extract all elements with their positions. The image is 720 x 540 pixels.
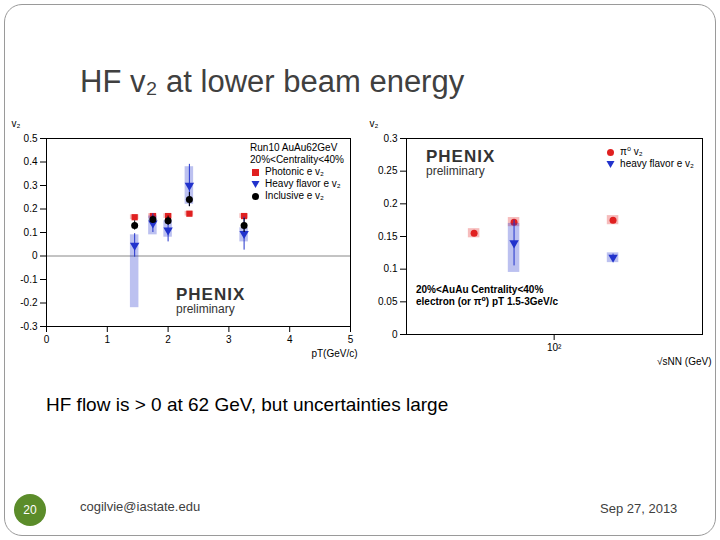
html-text:π⁰ v₂: π⁰ v₂ xyxy=(620,146,643,157)
html-text:PHENIX: PHENIX xyxy=(426,147,496,166)
html-text:Heavy flavor e v₂: Heavy flavor e v₂ xyxy=(265,178,341,189)
svg-text:0.1: 0.1 xyxy=(384,263,398,274)
svg-text:0: 0 xyxy=(392,329,398,340)
html-text:HF flow is > 0 at 62 GeV, but: HF flow is > 0 at 62 GeV, but uncertaint… xyxy=(46,394,449,415)
html-text:Run10 AuAu62GeV: Run10 AuAu62GeV xyxy=(250,142,338,153)
svg-text:-0.3: -0.3 xyxy=(20,321,38,332)
svg-text:0.2: 0.2 xyxy=(24,203,38,214)
svg-text:0.3: 0.3 xyxy=(24,180,38,191)
svg-text:-0.2: -0.2 xyxy=(20,297,38,308)
svg-text:0.3: 0.3 xyxy=(384,133,398,144)
svg-text:0: 0 xyxy=(32,250,38,261)
svg-text:√sNN (GeV): √sNN (GeV) xyxy=(657,356,711,367)
svg-text:0.25: 0.25 xyxy=(378,165,398,176)
svg-text:0.15: 0.15 xyxy=(378,231,398,242)
html-text:cogilvie@iastate.edu: cogilvie@iastate.edu xyxy=(80,499,201,514)
html-text:Inclusive e v₂: Inclusive e v₂ xyxy=(265,190,324,201)
svg-text:0.5: 0.5 xyxy=(24,133,38,144)
svg-text:5: 5 xyxy=(348,334,354,345)
svg-text:0.4: 0.4 xyxy=(24,156,38,167)
html-text:electron (or π⁰) pT 1.5-3GeV/c: electron (or π⁰) pT 1.5-3GeV/c xyxy=(416,296,559,307)
svg-text:1: 1 xyxy=(105,334,111,345)
svg-text:v₂: v₂ xyxy=(12,118,21,129)
html-text:heavy flavor e v₂: heavy flavor e v₂ xyxy=(620,158,694,169)
html-text:preliminary: preliminary xyxy=(176,302,235,316)
html-text:preliminary: preliminary xyxy=(426,164,485,178)
svg-text:-0.1: -0.1 xyxy=(20,274,38,285)
svg-text:v₂: v₂ xyxy=(370,118,379,129)
svg-text:pT(GeV/c): pT(GeV/c) xyxy=(311,348,357,359)
svg-text:0.2: 0.2 xyxy=(384,198,398,209)
svg-text:0.05: 0.05 xyxy=(378,296,398,307)
svg-text:3: 3 xyxy=(226,334,232,345)
svg-text:10²: 10² xyxy=(547,342,562,353)
svg-text:0: 0 xyxy=(44,334,50,345)
html-text:PHENIX: PHENIX xyxy=(176,285,246,304)
html-text:20: 20 xyxy=(23,503,37,517)
svg-text:2: 2 xyxy=(165,334,171,345)
html-text:20%<Centrality<40%: 20%<Centrality<40% xyxy=(250,154,344,165)
svg-text:4: 4 xyxy=(287,334,293,345)
html-text:Photonic e v₂: Photonic e v₂ xyxy=(265,166,324,177)
svg-text:0.1: 0.1 xyxy=(24,227,38,238)
html-text:Sep 27, 2013: Sep 27, 2013 xyxy=(600,501,678,516)
html-text:HF v₂ at lower beam energy: HF v₂ at lower beam energy xyxy=(80,64,465,99)
html-text:20%<AuAu Centrality<40%: 20%<AuAu Centrality<40% xyxy=(416,284,544,295)
